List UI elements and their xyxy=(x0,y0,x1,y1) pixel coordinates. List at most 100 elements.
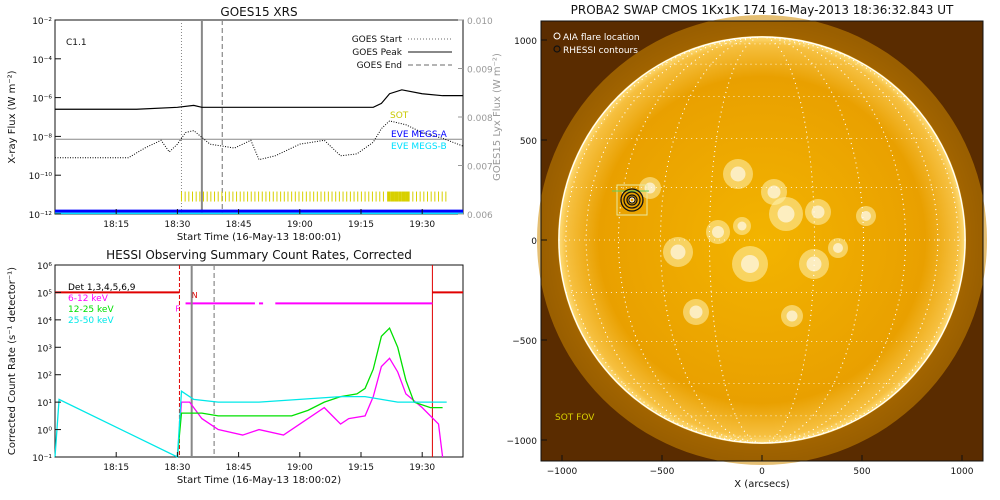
goes-y-tick-label: 10⁻¹⁰ xyxy=(29,172,53,182)
swap-legend-label: RHESSI contours xyxy=(563,46,638,56)
goes-extra-label: EVE MEGS-A xyxy=(391,130,448,140)
hessi-legend-label: 6-12 keV xyxy=(68,294,109,304)
goes-legend-label: GOES Peak xyxy=(352,48,402,58)
sot-coverage-block xyxy=(394,191,399,202)
goes-series-short xyxy=(55,120,464,161)
sot-coverage-block xyxy=(390,191,395,202)
active-region-core xyxy=(737,221,747,231)
sot-coverage-block xyxy=(398,191,402,202)
flag-n-label: N xyxy=(192,291,198,300)
rhessi-contour xyxy=(620,188,644,212)
goes-y2-tick-label: 0.008 xyxy=(467,114,493,124)
swap-x-tick-label: −500 xyxy=(650,467,675,477)
hessi-y-tick-label: 10⁴ xyxy=(37,317,52,327)
swap-y-tick-label: −1000 xyxy=(507,437,538,447)
rhessi-contour xyxy=(623,191,641,209)
flare-marker xyxy=(612,184,649,216)
goes-y-axis: 10⁻² 10⁻⁴ 10⁻⁶ 10⁻⁸ 10⁻¹⁰ 10⁻¹² xyxy=(29,17,61,221)
hessi-series-25-50-keV xyxy=(54,389,447,459)
hessi-legend-label: 25-50 keV xyxy=(68,316,114,326)
goes-y2-axis: 0.010 0.009 0.008 0.007 0.006 xyxy=(458,17,493,221)
goes-plot-area xyxy=(55,20,464,215)
hessi-x-tick-label: 19:15 xyxy=(348,463,374,473)
active-region-core xyxy=(861,211,871,221)
goes-legend: GOES Start GOES Peak GOES End xyxy=(352,35,452,71)
goes-extra-label: SOT xyxy=(390,111,409,121)
goes-x-tick-label: 18:45 xyxy=(226,220,252,230)
swap-x-tick-label: 0 xyxy=(759,467,765,477)
goes-y2-tick-label: 0.009 xyxy=(467,66,493,76)
hessi-y-label: Corrected Count Rate (s⁻¹ detector⁻¹) xyxy=(7,267,18,455)
heliographic-grid xyxy=(559,36,965,444)
goes-y-tick-label: 10⁻¹² xyxy=(29,211,53,221)
hessi-x-tick-label: 18:45 xyxy=(226,463,252,473)
rhessi-contour-icon xyxy=(553,45,561,53)
hessi-panel: HESSI Observing Summary Count Rates, Cor… xyxy=(7,248,464,486)
hessi-x-axis: 18:15 18:30 18:45 19:00 19:15 19:30 xyxy=(103,452,435,473)
hessi-y-tick-label: 10⁶ xyxy=(37,262,52,272)
rhessi-contour xyxy=(628,196,636,204)
goes-y-tick-label: 10⁻⁶ xyxy=(32,95,52,105)
active-region-core xyxy=(786,310,798,322)
hessi-y-tick-label: 10⁰ xyxy=(37,427,52,437)
active-region-core xyxy=(730,166,746,182)
active-region-core xyxy=(767,185,781,199)
longitude-line xyxy=(660,36,864,444)
active-region-core xyxy=(689,305,703,319)
swap-y-tick-label: 1000 xyxy=(514,37,537,47)
swap-x-label: X (arcsecs) xyxy=(734,479,790,490)
hessi-y-axis: 10⁶ 10⁵ 10⁴ 10³ 10² 10¹ 10⁰ 10⁻¹ xyxy=(32,262,61,464)
hessi-series-6-12-keV xyxy=(176,357,444,458)
longitude-line xyxy=(585,36,939,444)
hessi-y-tick-label: 10² xyxy=(37,372,52,382)
sot-fov-label: SOT FOV xyxy=(555,413,595,423)
swap-y-tick-label: 0 xyxy=(531,237,537,247)
goes-extra-label: EVE MEGS-B xyxy=(391,142,447,152)
goes-y2-tick-label: 0.007 xyxy=(467,163,493,173)
goes-y-tick-label: 10⁻⁸ xyxy=(32,133,52,143)
goes-extra-labels: SOT EVE MEGS-A EVE MEGS-B xyxy=(390,111,448,152)
swap-y-tick-label: −500 xyxy=(512,337,537,347)
hessi-y-tick-label: 10⁻¹ xyxy=(32,454,52,464)
active-region-core xyxy=(811,205,825,219)
goes-x-tick-label: 19:15 xyxy=(348,220,374,230)
hessi-title: HESSI Observing Summary Count Rates, Cor… xyxy=(106,248,412,262)
active-region-core xyxy=(670,244,686,260)
swap-image-panel: PROBA2 SWAP CMOS 1Kx1K 174 16-May-2013 1… xyxy=(507,3,987,490)
hessi-legend-label: Det 1,3,4,5,6,9 xyxy=(68,283,136,293)
hessi-legend-label: 12-25 keV xyxy=(68,305,114,315)
sot-fov-box xyxy=(616,184,648,216)
active-region-core xyxy=(833,243,843,253)
sot-coverage-block xyxy=(401,191,406,202)
swap-x-tick-label: 500 xyxy=(853,467,870,477)
goes-x-tick-label: 18:15 xyxy=(103,220,129,230)
swap-y-tick-label: 500 xyxy=(520,137,537,147)
hessi-plot-area: FN xyxy=(54,265,463,459)
active-region-core xyxy=(806,256,822,272)
active-region-core xyxy=(741,255,759,273)
swap-legend: AIA flare location RHESSI contours xyxy=(553,32,640,56)
goes-x-label: Start Time (16-May-13 18:00:01) xyxy=(177,232,341,243)
goes-series-long xyxy=(55,89,463,110)
aia-location-icon xyxy=(553,32,561,40)
swap-x-tick-label: 1000 xyxy=(951,467,974,477)
goes-title: GOES15 XRS xyxy=(220,5,297,19)
active-region-core xyxy=(644,182,656,194)
goes-y-label: X-ray Flux (W m⁻²) xyxy=(7,70,18,163)
goes-y2-tick-label: 0.006 xyxy=(467,211,493,221)
hessi-x-tick-label: 19:00 xyxy=(287,463,313,473)
hessi-x-tick-label: 19:30 xyxy=(409,463,435,473)
goes-y-tick-label: 10⁻² xyxy=(32,17,52,27)
swap-legend-label: AIA flare location xyxy=(563,33,640,43)
sot-coverage-block xyxy=(405,191,410,202)
goes-legend-label: GOES Start xyxy=(352,35,403,45)
swap-title: PROBA2 SWAP CMOS 1Kx1K 174 16-May-2013 1… xyxy=(571,3,954,17)
hessi-x-label: Start Time (16-May-13 18:00:02) xyxy=(177,475,341,486)
hessi-x-tick-label: 18:15 xyxy=(103,463,129,473)
solar-disk xyxy=(558,36,966,444)
longitude-line xyxy=(565,36,959,444)
rhessi-contour xyxy=(626,194,638,206)
hessi-y-tick-label: 10⁵ xyxy=(37,289,52,299)
hessi-y-tick-label: 10¹ xyxy=(37,399,52,409)
